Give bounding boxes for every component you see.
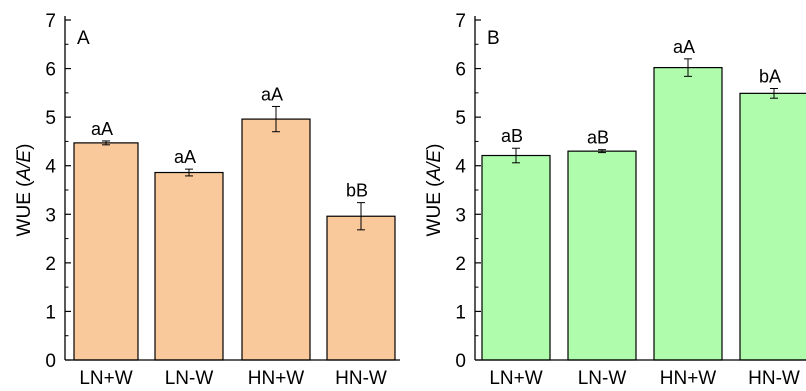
bar-HN+W bbox=[653, 66, 723, 361]
bar-LN+W bbox=[481, 154, 551, 361]
y-tick-label: 7 bbox=[455, 11, 466, 32]
x-tick-label: LN-W bbox=[165, 368, 214, 389]
x-tick-label: LN+W bbox=[489, 368, 542, 389]
y-axis-title-suffix: ) bbox=[424, 144, 445, 150]
y-tick-label: 5 bbox=[455, 108, 466, 129]
y-tick-label: 1 bbox=[455, 302, 466, 323]
x-tick-label: LN+W bbox=[79, 368, 132, 389]
significance-label: bA bbox=[759, 66, 781, 86]
y-tick-label: 0 bbox=[45, 351, 56, 372]
y-axis-title-prefix: WUE ( bbox=[14, 180, 35, 237]
panel-label-b: B bbox=[487, 28, 500, 49]
bar-LN+W bbox=[73, 142, 139, 361]
bar-HN-W bbox=[739, 92, 806, 361]
significance-label: aA bbox=[174, 147, 196, 167]
y-tick-label: 4 bbox=[45, 157, 56, 178]
y-tick-label: 3 bbox=[45, 205, 56, 226]
y-axis-title-suffix: ) bbox=[14, 144, 35, 150]
y-axis-title-italic: A/E bbox=[424, 150, 445, 182]
y-tick-label: 0 bbox=[455, 351, 466, 372]
y-tick-label: 3 bbox=[455, 205, 466, 226]
bar-HN-W bbox=[326, 215, 396, 361]
y-axis-title: WUE (A/E) bbox=[14, 144, 35, 237]
bar-LN-W bbox=[154, 171, 224, 361]
significance-label: bB bbox=[346, 181, 368, 201]
y-tick-label: 6 bbox=[455, 60, 466, 81]
panel-a: aA LN+W aA LN-W aA HN+W bB HN-W 0 1 2 3 4 5 6 7 WUE (A/E… bbox=[14, 11, 400, 389]
bar-LN-W bbox=[567, 150, 637, 361]
y-tick-label: 6 bbox=[45, 60, 56, 81]
x-tick-label: HN-W bbox=[748, 368, 800, 389]
y-axis-title: WUE (A/E) bbox=[424, 144, 445, 237]
y-tick-label: 2 bbox=[455, 254, 466, 275]
significance-label: aB bbox=[501, 126, 523, 146]
panel-b: aB LN+W aB LN-W aA HN+W bA HN-W 0 1 2 3 4 5 6 7 WUE (A/E… bbox=[424, 11, 806, 389]
significance-label: aB bbox=[587, 128, 609, 148]
bar-HN+W bbox=[241, 118, 311, 361]
y-axis-title-prefix: WUE ( bbox=[424, 180, 445, 237]
y-tick-label: 1 bbox=[45, 302, 56, 323]
x-tick-label: HN-W bbox=[335, 368, 387, 389]
y-tick-label: 7 bbox=[45, 11, 56, 32]
y-tick-label: 5 bbox=[45, 108, 56, 129]
significance-label: aA bbox=[261, 84, 283, 104]
x-tick-label: HN+W bbox=[248, 368, 305, 389]
y-axis-title-italic: A/E bbox=[14, 150, 35, 182]
significance-label: aA bbox=[91, 119, 113, 139]
y-tick-label: 2 bbox=[45, 254, 56, 275]
x-tick-label: HN+W bbox=[660, 368, 717, 389]
significance-label: aA bbox=[673, 37, 695, 57]
y-tick-label: 4 bbox=[455, 157, 466, 178]
x-tick-label: LN-W bbox=[578, 368, 627, 389]
panel-label-a: A bbox=[77, 28, 90, 49]
